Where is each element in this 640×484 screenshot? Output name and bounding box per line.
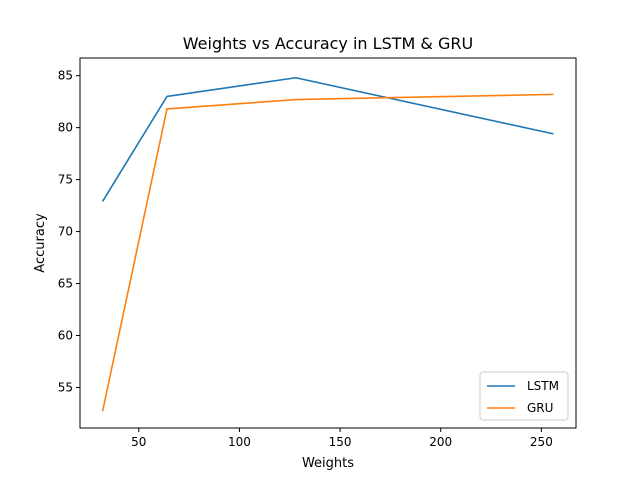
y-tick-label: 75 (58, 173, 73, 187)
y-tick-label: 65 (58, 277, 73, 291)
plot-area-background (80, 58, 576, 428)
x-axis-label: Weights (302, 456, 354, 471)
series-line-gru (101, 93, 554, 412)
chart-title: Weights vs Accuracy in LSTM & GRU (183, 34, 473, 53)
x-tick-label: 150 (329, 435, 352, 449)
y-tick-label: 70 (58, 225, 73, 239)
y-tick-label: 85 (58, 69, 73, 83)
series-lines (101, 76, 554, 412)
legend: LSTM GRU (479, 371, 569, 421)
x-tick-label: 50 (131, 435, 146, 449)
x-tick-label: 100 (228, 435, 251, 449)
y-tick-label: 55 (58, 380, 73, 394)
series-line-lstm (101, 76, 554, 202)
x-tick-label: 250 (530, 435, 553, 449)
x-tick-label: 200 (429, 435, 452, 449)
legend-label-gru: GRU (527, 401, 553, 415)
plot-area-frame (79, 57, 577, 429)
y-axis-label: Accuracy (33, 213, 48, 273)
y-tick-label: 80 (58, 121, 73, 135)
axis-ticks: 50 100 150 200 250 55 60 65 70 75 80 85 (58, 69, 553, 449)
y-tick-label: 60 (58, 329, 73, 343)
legend-label-lstm: LSTM (527, 379, 559, 393)
